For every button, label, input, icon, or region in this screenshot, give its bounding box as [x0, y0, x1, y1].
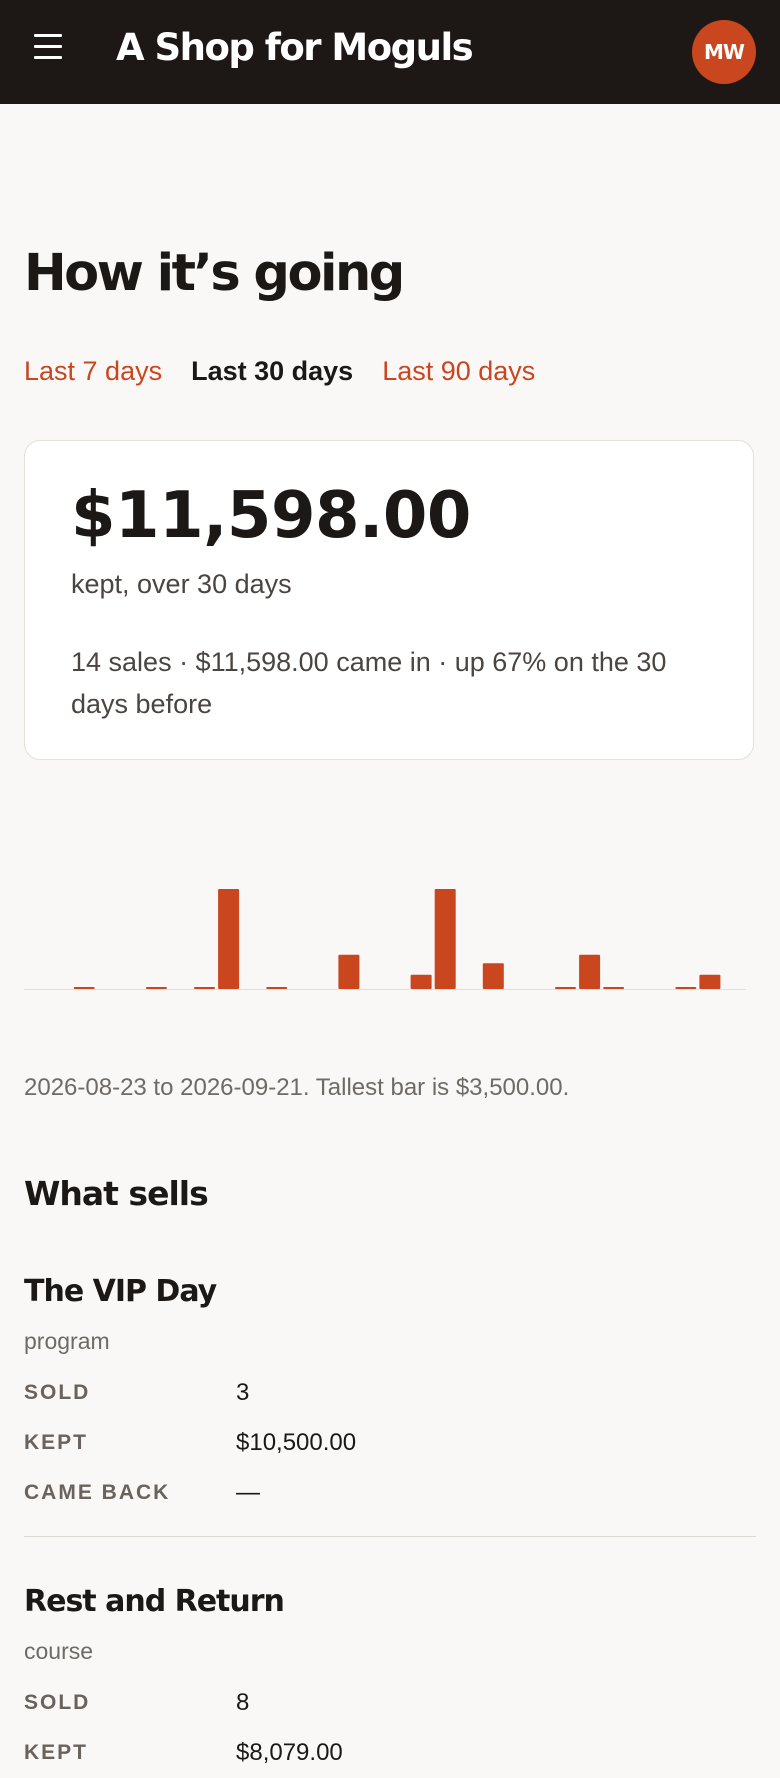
page-title: How it’s going	[24, 244, 405, 303]
chart-bar	[579, 954, 601, 989]
product-name[interactable]: Rest and Return	[24, 1584, 285, 1619]
sales-summary: 14 sales · $11,598.00 came in · up 67% o…	[71, 647, 667, 719]
chart-bar	[218, 889, 240, 989]
tab-last-90-days[interactable]: Last 90 days	[382, 356, 536, 386]
daily-sales-chart	[24, 889, 746, 990]
chart-bar	[699, 974, 721, 989]
product-item: The VIP Day program SOLD 3 KEPT $10,500.…	[24, 1274, 756, 1537]
chart-bar	[603, 987, 625, 989]
product-type: course	[24, 1638, 94, 1664]
product-type: program	[24, 1328, 110, 1354]
chart-range-note: 2026-08-23 to 2026-09-21. Tallest bar is…	[24, 1074, 570, 1101]
hamburger-menu-icon[interactable]	[34, 34, 62, 64]
stat-label: SOLD	[24, 1691, 91, 1714]
what-sells-heading: What sells	[24, 1174, 209, 1213]
kept-amount: $11,598.00	[71, 479, 471, 553]
stat-value: —	[236, 1479, 260, 1506]
chart-bar	[434, 889, 456, 989]
tab-last-30-days[interactable]: Last 30 days	[191, 356, 354, 386]
kept-note: kept, over 30 days	[71, 569, 292, 599]
chart-bar	[555, 987, 576, 989]
stat-label: CAME BACK	[24, 1481, 171, 1504]
shop-brand-title[interactable]: A Shop for Moguls	[116, 26, 474, 69]
top-bar: A Shop for Moguls MW	[0, 0, 780, 104]
stat-label: KEPT	[24, 1741, 89, 1764]
chart-bar	[266, 987, 288, 989]
stat-row-kept: KEPT $8,079.00	[24, 1728, 756, 1778]
divider	[24, 1536, 756, 1537]
user-avatar[interactable]: MW	[692, 20, 756, 84]
stat-row-sold: SOLD 3	[24, 1368, 756, 1418]
period-tabs: Last 7 days Last 30 days Last 90 days	[24, 356, 564, 387]
product-item: Rest and Return course SOLD 8 KEPT $8,07…	[24, 1584, 756, 1778]
product-name[interactable]: The VIP Day	[24, 1274, 217, 1309]
stat-value: $8,079.00	[236, 1739, 343, 1766]
chart-bar	[675, 987, 697, 989]
stat-value: 3	[236, 1379, 250, 1406]
chart-bar	[73, 987, 95, 989]
chart-bar	[338, 954, 360, 989]
chart-bar	[145, 987, 167, 989]
chart-bar	[194, 987, 215, 989]
stat-label: KEPT	[24, 1431, 89, 1454]
summary-card: $11,598.00 kept, over 30 days 14 sales ·…	[24, 440, 754, 760]
stat-value: 8	[236, 1689, 250, 1716]
tab-last-7-days[interactable]: Last 7 days	[24, 356, 163, 386]
chart-bar	[482, 963, 504, 989]
stat-row-came-back: CAME BACK —	[24, 1468, 756, 1518]
chart-bar	[410, 974, 432, 989]
stat-value: $10,500.00	[236, 1429, 357, 1456]
stat-label: SOLD	[24, 1381, 91, 1404]
stat-row-kept: KEPT $10,500.00	[24, 1418, 756, 1468]
stat-row-sold: SOLD 8	[24, 1678, 756, 1728]
